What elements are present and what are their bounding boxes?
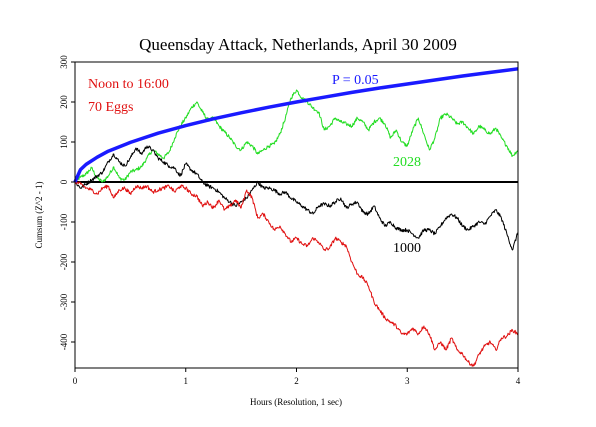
chart-title: Queensday Attack, Netherlands, April 30 … — [139, 35, 457, 54]
y-tick-label: -300 — [59, 293, 69, 310]
y-tick-label: -400 — [59, 333, 69, 350]
y-tick-label: -200 — [59, 253, 69, 270]
series-label-1000: 1000 — [393, 241, 421, 256]
x-tick-label: 1 — [184, 376, 189, 386]
annotation-eggs: 70 Eggs — [88, 100, 134, 115]
y-tick-label: 200 — [59, 95, 69, 109]
y-tick-label: 300 — [59, 55, 69, 69]
y-tick-label: -100 — [59, 213, 69, 230]
annotation-significance: P = 0.05 — [332, 73, 379, 88]
series-line-p05 — [73, 67, 519, 183]
series-label-2028: 2028 — [393, 155, 421, 170]
x-tick-label: 3 — [405, 376, 410, 386]
series-line-1000 — [74, 145, 519, 251]
plot-area — [73, 67, 519, 367]
x-tick-label: 0 — [73, 376, 78, 386]
series-line-2028 — [74, 89, 519, 183]
x-tick-label: 2 — [294, 376, 299, 386]
y-tick-label: 100 — [59, 135, 69, 149]
x-tick-label: 4 — [516, 376, 521, 386]
x-axis-label: Hours (Resolution, 1 sec) — [250, 397, 342, 407]
y-tick-label: 0 — [59, 179, 69, 184]
annotation-period: Noon to 16:00 — [88, 77, 169, 92]
y-axis-label: Cumsum (Z^2 - 1) — [34, 182, 44, 249]
series-line-red — [74, 181, 519, 367]
